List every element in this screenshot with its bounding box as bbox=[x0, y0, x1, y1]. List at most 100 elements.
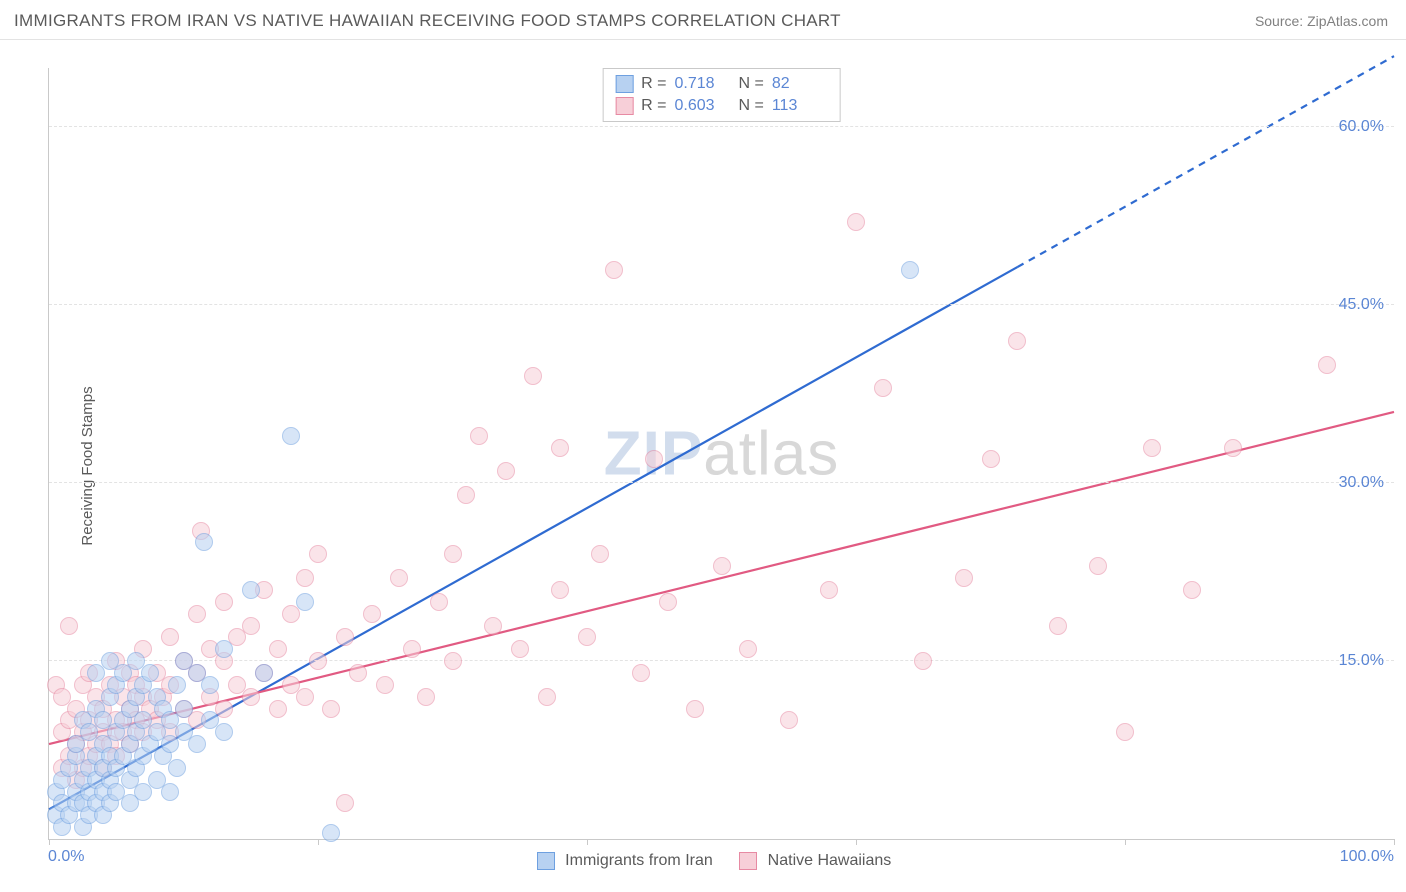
source-link[interactable]: ZipAtlas.com bbox=[1307, 13, 1388, 29]
legend-label-iran: Immigrants from Iran bbox=[565, 852, 713, 869]
data-point-hawaiian bbox=[605, 261, 623, 279]
data-point-hawaiian bbox=[524, 367, 542, 385]
data-point-hawaiian bbox=[955, 569, 973, 587]
data-point-hawaiian bbox=[417, 688, 435, 706]
data-point-hawaiian bbox=[444, 545, 462, 563]
data-point-iran bbox=[168, 676, 186, 694]
data-point-iran bbox=[188, 735, 206, 753]
n-label: N = bbox=[739, 75, 764, 93]
x-tick bbox=[1125, 839, 1126, 845]
data-point-hawaiian bbox=[538, 688, 556, 706]
data-point-iran bbox=[215, 723, 233, 741]
data-point-hawaiian bbox=[470, 427, 488, 445]
watermark: ZIPatlas bbox=[604, 418, 839, 489]
source-attribution: Source: ZipAtlas.com bbox=[1255, 13, 1388, 29]
scatter-plot: ZIPatlas R = 0.718 N = 82 R = 0.603 N = … bbox=[48, 68, 1394, 840]
data-point-hawaiian bbox=[444, 652, 462, 670]
data-point-hawaiian bbox=[161, 628, 179, 646]
data-point-hawaiian bbox=[739, 640, 757, 658]
data-point-hawaiian bbox=[269, 640, 287, 658]
data-point-hawaiian bbox=[376, 676, 394, 694]
data-point-iran bbox=[901, 261, 919, 279]
data-point-hawaiian bbox=[659, 593, 677, 611]
data-point-hawaiian bbox=[390, 569, 408, 587]
data-point-hawaiian bbox=[1318, 356, 1336, 374]
y-tick-label: 30.0% bbox=[1339, 474, 1384, 492]
data-point-iran bbox=[175, 700, 193, 718]
legend-label-hawaiian: Native Hawaiians bbox=[768, 852, 892, 869]
legend-row-iran: R = 0.718 N = 82 bbox=[615, 73, 828, 95]
data-point-hawaiian bbox=[349, 664, 367, 682]
legend-series: Immigrants from Iran Native Hawaiians bbox=[0, 852, 1406, 870]
gridline-h bbox=[49, 126, 1394, 127]
data-point-hawaiian bbox=[336, 794, 354, 812]
data-point-hawaiian bbox=[982, 450, 1000, 468]
data-point-hawaiian bbox=[336, 628, 354, 646]
legend-correlation: R = 0.718 N = 82 R = 0.603 N = 113 bbox=[602, 68, 841, 122]
data-point-iran bbox=[255, 664, 273, 682]
legend-swatch-iran bbox=[537, 852, 555, 870]
watermark-atlas: atlas bbox=[703, 419, 839, 488]
data-point-hawaiian bbox=[874, 379, 892, 397]
x-tick bbox=[318, 839, 319, 845]
data-point-hawaiian bbox=[1183, 581, 1201, 599]
data-point-hawaiian bbox=[1116, 723, 1134, 741]
x-tick bbox=[1394, 839, 1395, 845]
data-point-hawaiian bbox=[591, 545, 609, 563]
data-point-hawaiian bbox=[645, 450, 663, 468]
data-point-hawaiian bbox=[309, 545, 327, 563]
data-point-hawaiian bbox=[296, 569, 314, 587]
data-point-hawaiian bbox=[242, 617, 260, 635]
data-point-hawaiian bbox=[188, 605, 206, 623]
gridline-h bbox=[49, 482, 1394, 483]
legend-swatch-iran bbox=[615, 75, 633, 93]
data-point-hawaiian bbox=[551, 581, 569, 599]
data-point-hawaiian bbox=[1049, 617, 1067, 635]
data-point-hawaiian bbox=[914, 652, 932, 670]
data-point-hawaiian bbox=[551, 439, 569, 457]
data-point-iran bbox=[282, 427, 300, 445]
r-value-hawaiian: 0.603 bbox=[675, 97, 731, 115]
data-point-hawaiian bbox=[497, 462, 515, 480]
legend-swatch-hawaiian bbox=[615, 97, 633, 115]
data-point-hawaiian bbox=[780, 711, 798, 729]
data-point-hawaiian bbox=[269, 700, 287, 718]
data-point-hawaiian bbox=[820, 581, 838, 599]
data-point-iran bbox=[141, 664, 159, 682]
data-point-hawaiian bbox=[511, 640, 529, 658]
r-label: R = bbox=[641, 97, 666, 115]
y-tick-label: 60.0% bbox=[1339, 118, 1384, 136]
regression-lines bbox=[49, 68, 1394, 839]
data-point-hawaiian bbox=[242, 688, 260, 706]
r-value-iran: 0.718 bbox=[675, 75, 731, 93]
data-point-hawaiian bbox=[309, 652, 327, 670]
data-point-hawaiian bbox=[686, 700, 704, 718]
data-point-iran bbox=[322, 824, 340, 842]
data-point-hawaiian bbox=[578, 628, 596, 646]
data-point-hawaiian bbox=[60, 617, 78, 635]
chart-title: IMMIGRANTS FROM IRAN VS NATIVE HAWAIIAN … bbox=[14, 11, 841, 31]
n-value-hawaiian: 113 bbox=[772, 97, 828, 115]
legend-row-hawaiian: R = 0.603 N = 113 bbox=[615, 95, 828, 117]
data-point-hawaiian bbox=[1224, 439, 1242, 457]
x-tick bbox=[856, 839, 857, 845]
data-point-hawaiian bbox=[1008, 332, 1026, 350]
data-point-iran bbox=[296, 593, 314, 611]
r-label: R = bbox=[641, 75, 666, 93]
data-point-hawaiian bbox=[296, 688, 314, 706]
x-tick bbox=[587, 839, 588, 845]
data-point-hawaiian bbox=[847, 213, 865, 231]
data-point-hawaiian bbox=[322, 700, 340, 718]
x-tick-label-min: 0.0% bbox=[48, 848, 84, 866]
x-tick bbox=[49, 839, 50, 845]
data-point-hawaiian bbox=[403, 640, 421, 658]
data-point-hawaiian bbox=[215, 593, 233, 611]
data-point-hawaiian bbox=[363, 605, 381, 623]
y-tick-label: 45.0% bbox=[1339, 296, 1384, 314]
data-point-iran bbox=[215, 640, 233, 658]
legend-swatch-hawaiian bbox=[739, 852, 757, 870]
x-tick-label-max: 100.0% bbox=[1340, 848, 1394, 866]
data-point-hawaiian bbox=[484, 617, 502, 635]
data-point-iran bbox=[201, 676, 219, 694]
data-point-iran bbox=[161, 783, 179, 801]
